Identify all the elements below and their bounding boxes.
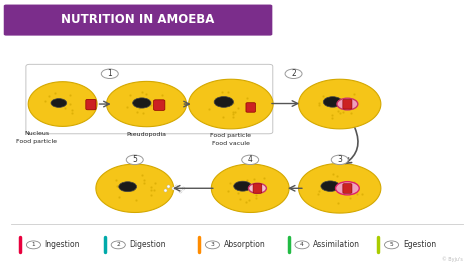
Text: 1: 1 [108,69,112,78]
Text: 1: 1 [32,242,35,247]
Circle shape [27,241,40,249]
Circle shape [234,181,252,191]
Text: 3: 3 [210,242,214,247]
Circle shape [285,69,302,78]
Text: 2: 2 [291,69,296,78]
Text: 5: 5 [390,242,393,247]
Polygon shape [211,164,289,213]
Text: NUTRITION IN AMOEBA: NUTRITION IN AMOEBA [61,13,215,26]
Circle shape [295,241,309,249]
Text: 2: 2 [117,242,120,247]
Polygon shape [107,81,187,127]
Text: Assimilation: Assimilation [313,240,360,249]
Circle shape [337,98,358,110]
Circle shape [51,99,67,107]
Polygon shape [96,164,173,213]
Circle shape [133,98,151,108]
Circle shape [248,183,266,193]
Text: 4: 4 [300,242,304,247]
Polygon shape [28,82,97,126]
Text: Egestion: Egestion [403,240,436,249]
Circle shape [205,241,219,249]
Circle shape [323,97,342,107]
Text: Nucleus: Nucleus [24,131,49,136]
Circle shape [111,241,125,249]
Text: Pseudopodia: Pseudopodia [127,132,166,137]
Text: Digestion: Digestion [129,240,166,249]
Circle shape [101,69,118,78]
Circle shape [214,97,234,107]
Polygon shape [299,79,381,129]
Circle shape [119,182,137,192]
Text: 5: 5 [132,155,137,164]
Polygon shape [299,164,381,213]
Text: © Byju's: © Byju's [442,256,463,262]
FancyBboxPatch shape [343,99,352,109]
Circle shape [384,241,399,249]
Circle shape [321,181,340,192]
FancyBboxPatch shape [253,184,262,193]
Circle shape [331,155,348,165]
Circle shape [242,155,259,165]
FancyBboxPatch shape [4,5,273,36]
FancyBboxPatch shape [86,99,96,110]
Circle shape [336,182,359,195]
Circle shape [126,155,143,165]
FancyBboxPatch shape [246,103,255,112]
Polygon shape [189,79,273,129]
FancyBboxPatch shape [343,184,352,193]
Text: Food particle: Food particle [210,133,251,138]
Text: 3: 3 [337,155,342,164]
Text: Ingestion: Ingestion [45,240,80,249]
Text: Absorption: Absorption [224,240,265,249]
Text: 4: 4 [248,155,253,164]
FancyBboxPatch shape [154,100,165,110]
Text: Food particle: Food particle [16,139,57,144]
Text: Food vacule: Food vacule [212,141,250,146]
